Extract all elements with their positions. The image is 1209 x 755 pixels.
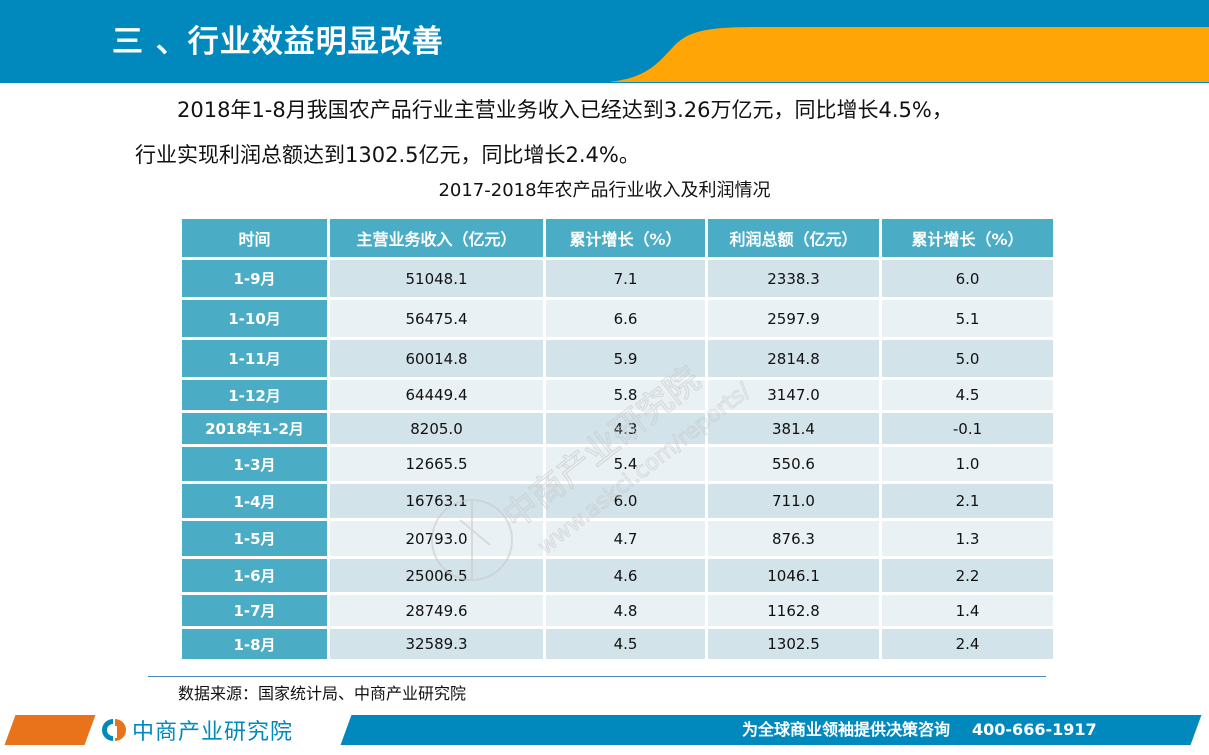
table-row: 1-4月 16763.1 6.0 711.0 2.1 bbox=[182, 484, 1053, 518]
cell-profit: 3147.0 bbox=[708, 380, 879, 410]
cell-profit-growth: 1.3 bbox=[882, 521, 1053, 556]
cell-profit: 381.4 bbox=[708, 413, 879, 444]
summary-paragraph-line-1: 2018年1-8月我国农产品行业主营业务收入已经达到3.26万亿元，同比增长4.… bbox=[177, 98, 953, 122]
cell-revenue-growth: 5.9 bbox=[546, 340, 705, 377]
table-row: 1-9月 51048.1 7.1 2338.3 6.0 bbox=[182, 260, 1053, 297]
cell-time: 1-12月 bbox=[182, 380, 327, 410]
cell-time: 1-5月 bbox=[182, 521, 327, 556]
cell-revenue: 51048.1 bbox=[330, 260, 543, 297]
footer: 中商产业研究院 为全球商业领袖提供决策咨询 400-666-1917 bbox=[0, 715, 1209, 745]
company-logo-icon bbox=[102, 719, 126, 741]
cell-profit: 550.6 bbox=[708, 447, 879, 481]
cell-revenue: 28749.6 bbox=[330, 595, 543, 626]
cell-profit: 2597.9 bbox=[708, 300, 879, 337]
cell-revenue-growth: 7.1 bbox=[546, 260, 705, 297]
footer-slogan-text: 为全球商业领袖提供决策咨询 bbox=[742, 720, 951, 739]
cell-time: 1-6月 bbox=[182, 559, 327, 592]
cell-profit: 2814.8 bbox=[708, 340, 879, 377]
table-row: 1-8月 32589.3 4.5 1302.5 2.4 bbox=[182, 629, 1053, 659]
cell-revenue: 64449.4 bbox=[330, 380, 543, 410]
cell-profit-growth: 1.4 bbox=[882, 595, 1053, 626]
cell-profit: 2338.3 bbox=[708, 260, 879, 297]
cell-profit-growth: -0.1 bbox=[882, 413, 1053, 444]
cell-profit: 1302.5 bbox=[708, 629, 879, 659]
page-title: 三 、行业效益明显改善 bbox=[112, 24, 444, 60]
cell-profit-growth: 2.4 bbox=[882, 629, 1053, 659]
cell-revenue-growth: 4.7 bbox=[546, 521, 705, 556]
cell-profit-growth: 2.1 bbox=[882, 484, 1053, 518]
cell-revenue: 60014.8 bbox=[330, 340, 543, 377]
cell-revenue-growth: 5.8 bbox=[546, 380, 705, 410]
cell-revenue: 20793.0 bbox=[330, 521, 543, 556]
cell-profit: 1162.8 bbox=[708, 595, 879, 626]
cell-revenue: 12665.5 bbox=[330, 447, 543, 481]
column-header-time: 时间 bbox=[182, 219, 327, 257]
data-source: 数据来源：国家统计局、中商产业研究院 bbox=[178, 684, 467, 703]
header-orange-swoosh bbox=[608, 27, 1209, 82]
cell-time: 1-11月 bbox=[182, 340, 327, 377]
cell-profit-growth: 5.1 bbox=[882, 300, 1053, 337]
cell-revenue: 16763.1 bbox=[330, 484, 543, 518]
column-header-profit: 利润总额（亿元） bbox=[708, 219, 879, 257]
cell-profit-growth: 1.0 bbox=[882, 447, 1053, 481]
table-row: 1-5月 20793.0 4.7 876.3 1.3 bbox=[182, 521, 1053, 556]
cell-profit-growth: 4.5 bbox=[882, 380, 1053, 410]
cell-revenue: 8205.0 bbox=[330, 413, 543, 444]
cell-profit: 711.0 bbox=[708, 484, 879, 518]
column-header-revenue: 主营业务收入（亿元） bbox=[330, 219, 543, 257]
table-row: 1-10月 56475.4 6.6 2597.9 5.1 bbox=[182, 300, 1053, 337]
footer-phone: 400-666-1917 bbox=[972, 720, 1097, 739]
footer-slogan: 为全球商业领袖提供决策咨询 400-666-1917 bbox=[742, 715, 1097, 745]
table-caption: 2017-2018年农产品行业收入及利润情况 bbox=[438, 180, 771, 201]
footer-logo: 中商产业研究院 bbox=[100, 715, 293, 745]
cell-time: 1-9月 bbox=[182, 260, 327, 297]
cell-profit: 1046.1 bbox=[708, 559, 879, 592]
cell-revenue-growth: 6.0 bbox=[546, 484, 705, 518]
table-row: 1-12月 64449.4 5.8 3147.0 4.5 bbox=[182, 380, 1053, 410]
revenue-profit-table: 时间 主营业务收入（亿元） 累计增长（%） 利润总额（亿元） 累计增长（%） 1… bbox=[179, 216, 1056, 662]
cell-revenue-growth: 4.3 bbox=[546, 413, 705, 444]
cell-revenue-growth: 4.8 bbox=[546, 595, 705, 626]
cell-profit-growth: 6.0 bbox=[882, 260, 1053, 297]
cell-revenue-growth: 5.4 bbox=[546, 447, 705, 481]
source-divider bbox=[148, 676, 1046, 677]
cell-revenue: 25006.5 bbox=[330, 559, 543, 592]
footer-orange-bar bbox=[4, 715, 96, 745]
table-header-row: 时间 主营业务收入（亿元） 累计增长（%） 利润总额（亿元） 累计增长（%） bbox=[182, 219, 1053, 257]
footer-logo-text: 中商产业研究院 bbox=[132, 720, 294, 745]
cell-time: 2018年1-2月 bbox=[182, 413, 327, 444]
cell-revenue: 32589.3 bbox=[330, 629, 543, 659]
cell-revenue-growth: 4.6 bbox=[546, 559, 705, 592]
column-header-profit-growth: 累计增长（%） bbox=[882, 219, 1053, 257]
table-row: 1-7月 28749.6 4.8 1162.8 1.4 bbox=[182, 595, 1053, 626]
summary-paragraph-line-2: 行业实现利润总额达到1302.5亿元，同比增长2.4%。 bbox=[135, 143, 640, 167]
table-row: 1-11月 60014.8 5.9 2814.8 5.0 bbox=[182, 340, 1053, 377]
cell-revenue-growth: 4.5 bbox=[546, 629, 705, 659]
table-row: 2018年1-2月 8205.0 4.3 381.4 -0.1 bbox=[182, 413, 1053, 444]
cell-time: 1-10月 bbox=[182, 300, 327, 337]
cell-profit-growth: 2.2 bbox=[882, 559, 1053, 592]
cell-time: 1-7月 bbox=[182, 595, 327, 626]
cell-revenue: 56475.4 bbox=[330, 300, 543, 337]
cell-time: 1-4月 bbox=[182, 484, 327, 518]
cell-time: 1-8月 bbox=[182, 629, 327, 659]
cell-profit: 876.3 bbox=[708, 521, 879, 556]
column-header-revenue-growth: 累计增长（%） bbox=[546, 219, 705, 257]
cell-time: 1-3月 bbox=[182, 447, 327, 481]
cell-profit-growth: 5.0 bbox=[882, 340, 1053, 377]
cell-revenue-growth: 6.6 bbox=[546, 300, 705, 337]
table-row: 1-6月 25006.5 4.6 1046.1 2.2 bbox=[182, 559, 1053, 592]
table-row: 1-3月 12665.5 5.4 550.6 1.0 bbox=[182, 447, 1053, 481]
